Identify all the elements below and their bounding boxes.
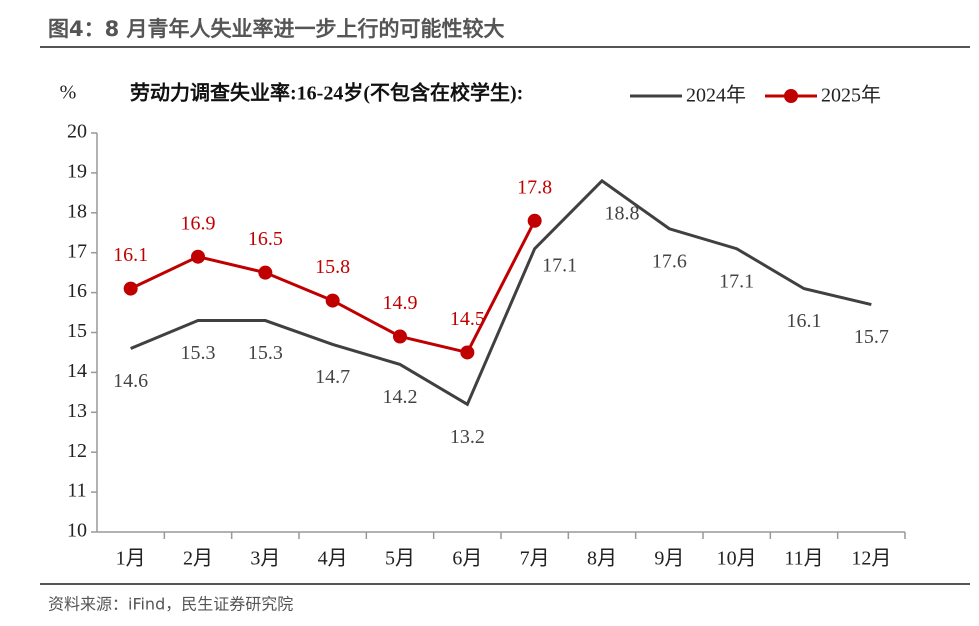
- source: 资料来源：iFind，民生证券研究院: [48, 595, 293, 614]
- data-label: 16.9: [181, 212, 216, 234]
- y-tick-label: 17: [67, 240, 87, 262]
- data-label: 14.5: [450, 308, 485, 330]
- x-tick-label: 12月: [851, 548, 891, 570]
- x-tick-label: 6月: [452, 548, 482, 570]
- data-label: 15.3: [248, 342, 283, 364]
- x-tick-label: 3月: [250, 548, 280, 570]
- x-tick-label: 11月: [784, 548, 823, 570]
- data-label: 16.1: [787, 310, 822, 332]
- x-tick-label: 8月: [587, 548, 617, 570]
- data-label: 14.6: [113, 370, 148, 392]
- figure-title: 图4：8 月青年人失业率进一步上行的可能性较大: [48, 17, 505, 41]
- data-label: 15.8: [315, 256, 350, 278]
- data-label: 17.1: [542, 254, 577, 276]
- legend-label: 2025年: [821, 84, 881, 107]
- data-label: 16.5: [248, 228, 283, 250]
- data-label: 17.8: [517, 176, 552, 198]
- x-tick-label: 9月: [654, 548, 684, 570]
- series-line: [130, 178, 872, 407]
- y-tick-label: 20: [67, 121, 87, 143]
- data-label: 14.2: [383, 386, 418, 408]
- x-tick-label: 2月: [183, 548, 213, 570]
- point: [527, 213, 542, 228]
- x-tick-label: 7月: [520, 548, 550, 570]
- data-label: 17.1: [719, 270, 754, 292]
- data-label: 13.2: [450, 426, 485, 448]
- chart-title: 劳动力调查失业率:16-24岁(不包含在校学生):: [130, 81, 523, 105]
- point: [460, 345, 475, 360]
- x-tick-label: 1月: [116, 548, 146, 570]
- data-label: 18.8: [605, 202, 640, 224]
- data-label: 15.7: [854, 326, 889, 348]
- x-tick-label: 5月: [385, 548, 415, 570]
- y-axis-label: %: [60, 82, 77, 104]
- legend-label: 2024年: [686, 84, 746, 107]
- y-tick-label: 19: [67, 160, 87, 182]
- point: [325, 293, 340, 308]
- legend-marker: [784, 89, 798, 103]
- series-line: [130, 220, 537, 355]
- data-label: 16.1: [113, 244, 148, 266]
- y-tick-label: 14: [67, 360, 87, 382]
- data-label: 14.7: [315, 366, 350, 388]
- x-tick-label: 4月: [318, 548, 348, 570]
- y-tick-label: 15: [67, 320, 87, 342]
- x-tick-label: 10月: [717, 548, 757, 570]
- y-tick-label: 11: [67, 480, 86, 502]
- y-tick-label: 13: [67, 400, 87, 422]
- point: [393, 329, 407, 344]
- y-tick-label: 10: [67, 520, 87, 542]
- data-label: 14.9: [383, 292, 418, 314]
- y-tick-label: 12: [67, 440, 87, 462]
- data-label: 15.3: [181, 342, 216, 364]
- point: [123, 281, 138, 296]
- data-label: 17.6: [652, 250, 687, 272]
- point: [191, 249, 205, 264]
- y-tick-label: 16: [67, 280, 87, 302]
- point: [258, 265, 273, 280]
- y-tick-label: 18: [67, 200, 87, 222]
